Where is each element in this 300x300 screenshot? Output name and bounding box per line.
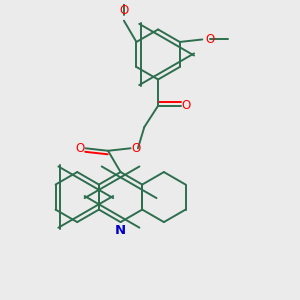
- Text: O: O: [119, 4, 128, 17]
- Text: O: O: [206, 33, 215, 46]
- Text: N: N: [115, 224, 126, 237]
- Text: O: O: [131, 142, 140, 155]
- Text: O: O: [76, 142, 85, 155]
- Text: O: O: [181, 99, 190, 112]
